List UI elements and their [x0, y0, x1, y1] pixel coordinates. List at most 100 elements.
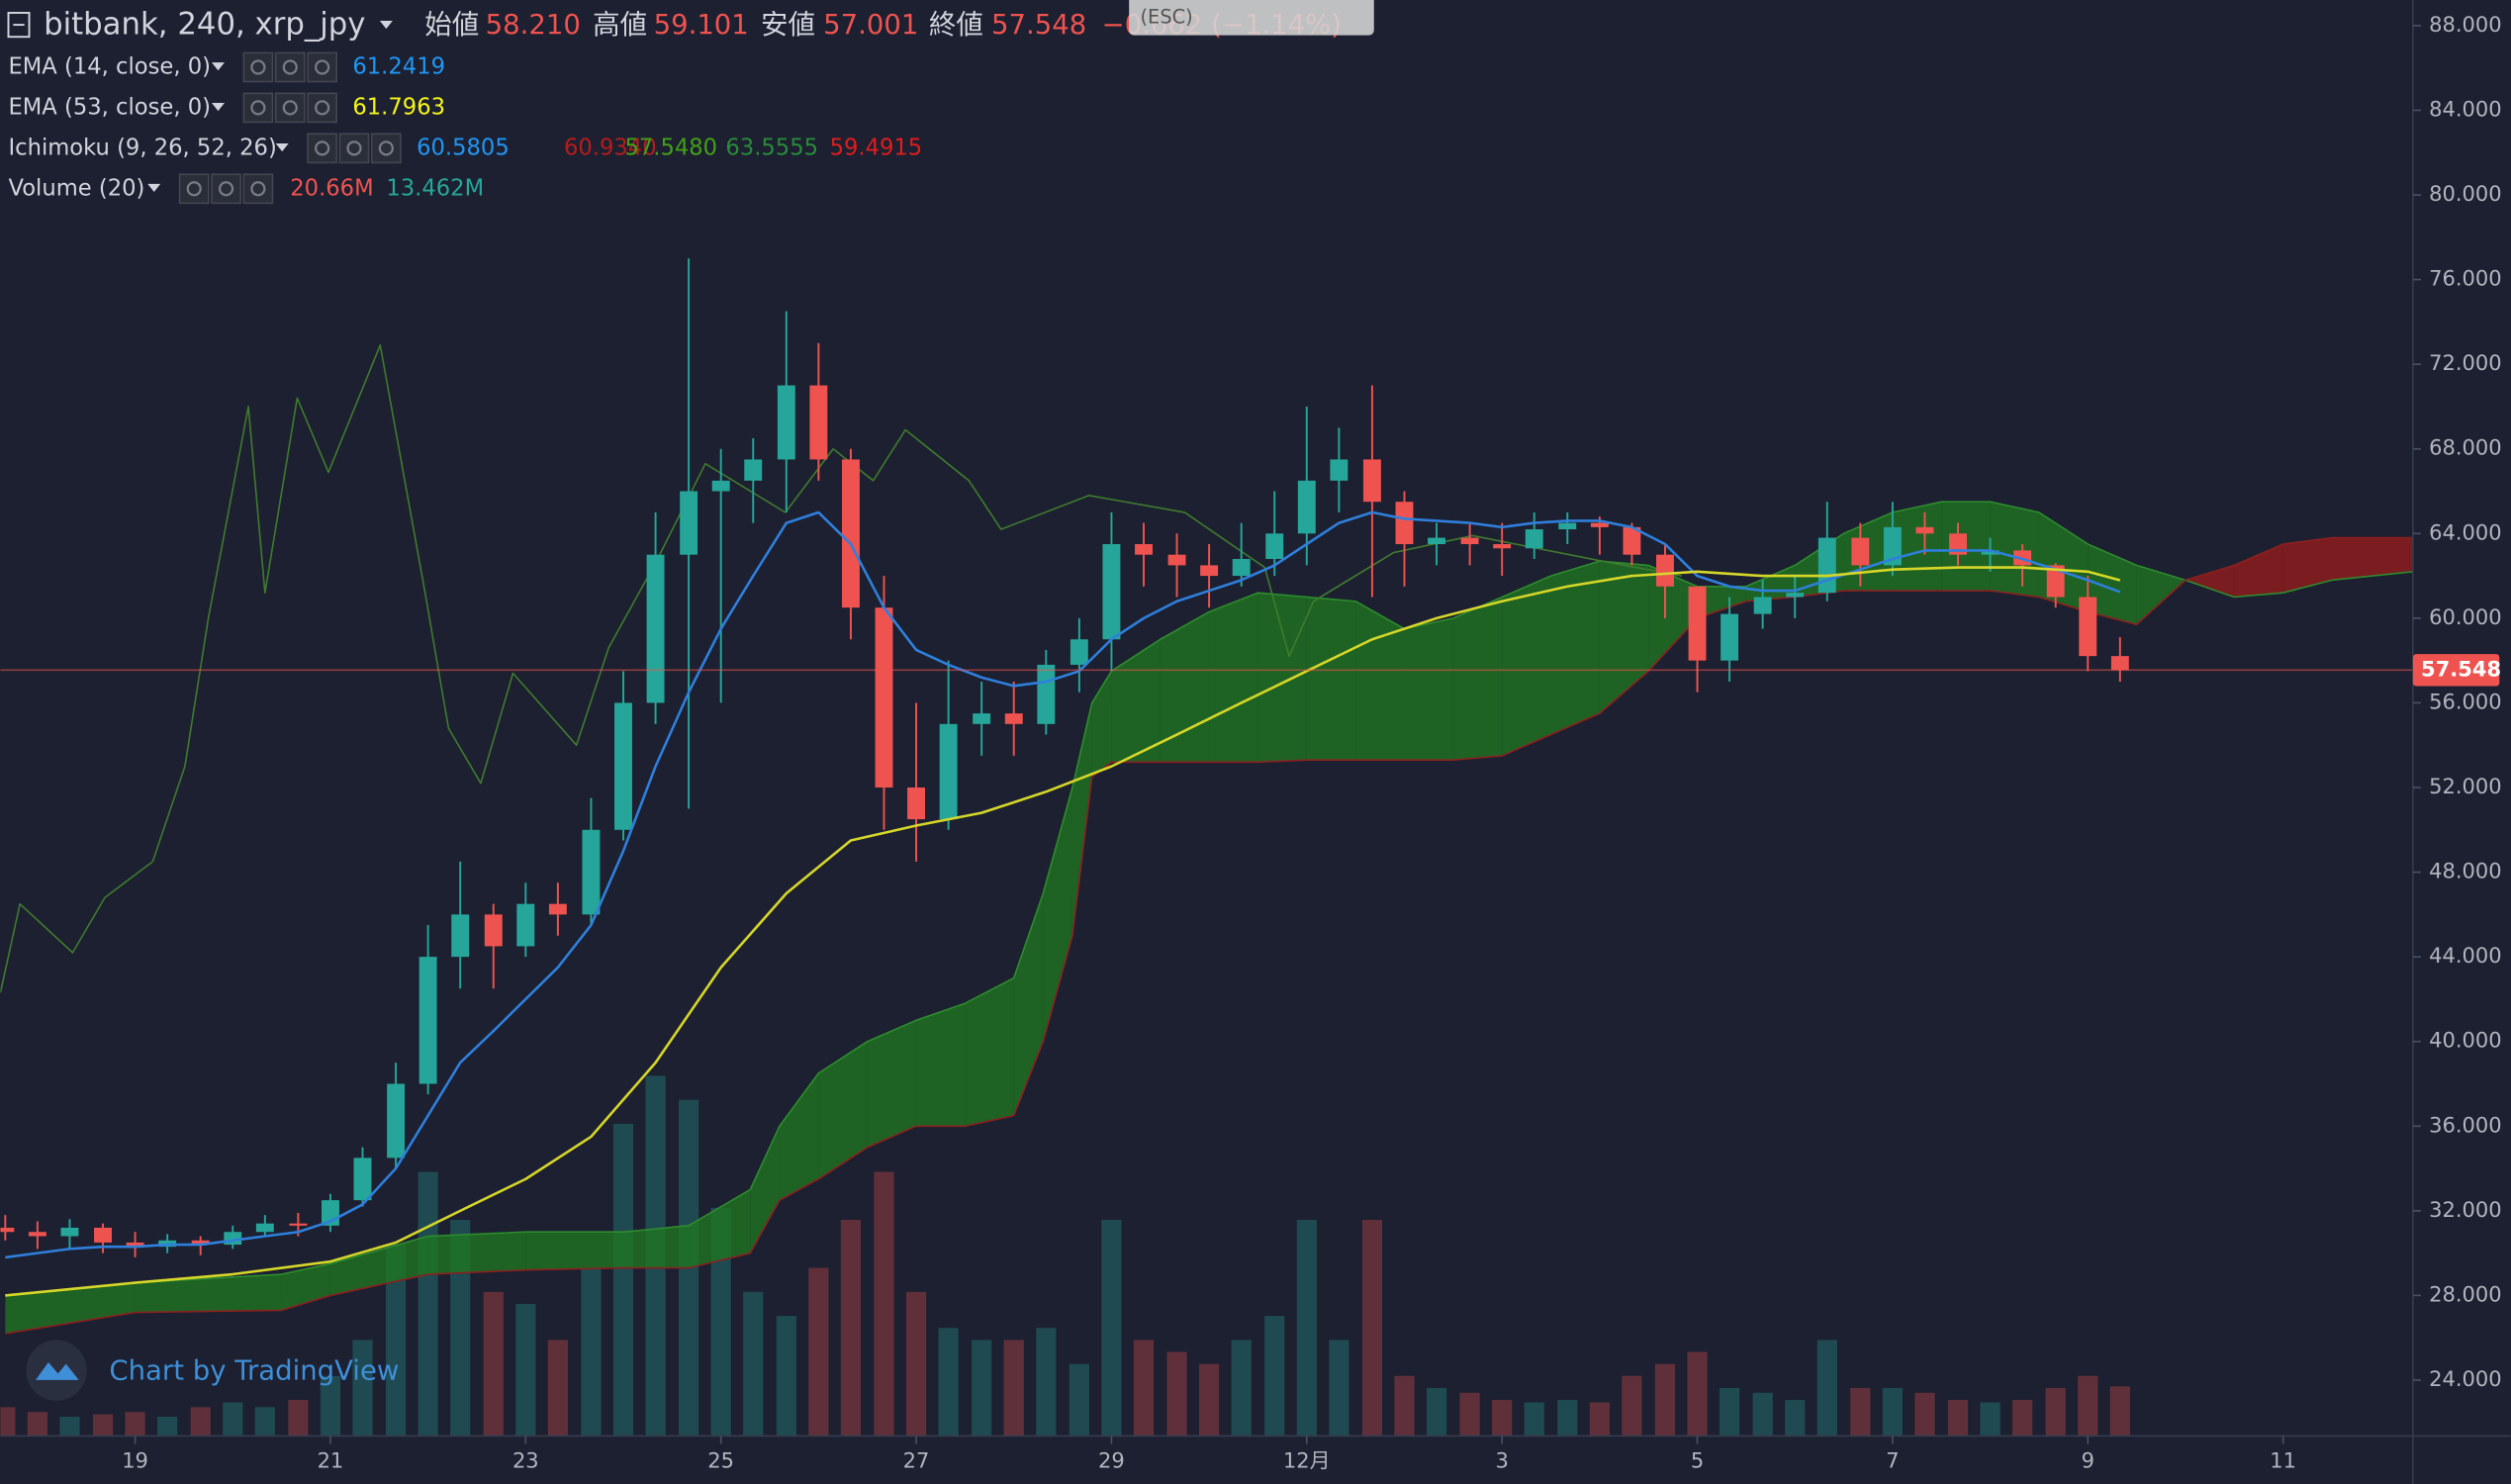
- volume-bar: [905, 1291, 927, 1437]
- indicator-button[interactable]: [307, 51, 338, 83]
- y-tick-label: 28.000: [2429, 1281, 2502, 1306]
- x-tick-label: 19: [122, 1447, 148, 1472]
- cloud-segment: [916, 1003, 966, 1127]
- indicator-button[interactable]: [307, 92, 338, 124]
- volume-bar: [0, 1407, 16, 1437]
- dropdown-arrow[interactable]: [379, 21, 393, 30]
- high-value: 59.101: [654, 9, 749, 41]
- volume-bar: [2045, 1387, 2066, 1437]
- candle-body: [126, 1242, 144, 1248]
- y-tick-label: 76.000: [2429, 266, 2502, 291]
- cloud-segment: [1697, 586, 1746, 618]
- watermark-logo: [26, 1340, 87, 1401]
- indicator-dropdown[interactable]: [211, 62, 225, 71]
- volume-bar: [1785, 1400, 1806, 1437]
- indicator-value: 61.2419: [352, 53, 445, 79]
- volume-bar: [1687, 1351, 1708, 1437]
- volume-bar: [1329, 1340, 1349, 1437]
- volume-bar: [1947, 1400, 1969, 1437]
- volume-bar: [1166, 1351, 1187, 1437]
- candle-body: [1395, 502, 1414, 544]
- volume-bar: [157, 1417, 178, 1437]
- cloud-segment: [427, 1232, 526, 1275]
- indicator-button-glyph: [250, 181, 266, 197]
- candle-body: [614, 702, 632, 830]
- volume-bar: [418, 1171, 438, 1437]
- plot-area: [0, 258, 2413, 1437]
- close-label: 終値: [929, 9, 983, 41]
- indicator-button[interactable]: [274, 92, 306, 124]
- tooltip: [1129, 0, 1374, 36]
- cloud-segment: [2282, 537, 2332, 594]
- cloud-segment: [1404, 617, 1453, 761]
- indicator-button[interactable]: [242, 173, 274, 205]
- volume-bar: [1003, 1340, 1024, 1437]
- volume-bar: [1882, 1387, 1904, 1437]
- candle-body: [1200, 565, 1219, 577]
- indicator-button-glyph: [315, 59, 330, 75]
- x-tick-label: 27: [903, 1447, 930, 1472]
- symbol[interactable]: bitbank, 240, xrp_jpy: [44, 6, 365, 42]
- candle-body: [255, 1223, 274, 1233]
- candle-body: [387, 1083, 406, 1159]
- indicator-label[interactable]: Ichimoku (9, 26, 52, 26): [8, 135, 276, 160]
- volume-bar: [2078, 1375, 2098, 1437]
- cloud-segment: [1071, 702, 1092, 936]
- cloud-segment: [1648, 565, 1698, 672]
- candle-body: [1493, 543, 1512, 549]
- candle-body: [2046, 565, 2065, 598]
- open-label: 始値: [424, 9, 479, 41]
- indicator-label[interactable]: Volume (20): [8, 175, 144, 201]
- volume-bar: [385, 1244, 407, 1437]
- cloud-segment: [623, 1225, 690, 1268]
- y-tick-label: 68.000: [2429, 435, 2502, 460]
- volume-bar: [1101, 1220, 1122, 1437]
- candle-body: [1428, 537, 1446, 544]
- indicator-dropdown[interactable]: [147, 183, 161, 193]
- volume-bar: [1459, 1392, 1480, 1437]
- volume-bar: [547, 1340, 568, 1437]
- watermark-logo-mark: [35, 1362, 79, 1380]
- indicator-button[interactable]: [242, 51, 274, 83]
- y-tick-label: 56.000: [2429, 689, 2502, 713]
- y-tick-label: 72.000: [2429, 350, 2502, 375]
- x-tick-label: 29: [1098, 1447, 1125, 1472]
- volume-bar: [1231, 1340, 1252, 1437]
- x-tick-label: 7: [1886, 1447, 1899, 1472]
- indicator-value: 20.66M: [290, 175, 373, 201]
- x-tick-label: 23: [512, 1447, 539, 1472]
- y-tick-label: 40.000: [2429, 1028, 2502, 1053]
- candle-body: [1362, 459, 1381, 503]
- watermark[interactable]: Chart by TradingView: [26, 1340, 399, 1401]
- indicator-button[interactable]: [338, 133, 370, 164]
- volume-bar: [743, 1291, 764, 1437]
- cloud-segment: [1990, 502, 2039, 598]
- indicator-label[interactable]: EMA (53, close, 0): [8, 94, 211, 120]
- candle-body: [1460, 537, 1479, 544]
- candle-body: [1135, 543, 1153, 555]
- indicator-button-glyph: [282, 59, 298, 75]
- volume-bar: [1524, 1402, 1544, 1437]
- volume-bar: [808, 1267, 829, 1437]
- indicator-button[interactable]: [211, 173, 241, 205]
- low-label: 安値: [761, 9, 815, 41]
- volume-bar: [1980, 1402, 2000, 1437]
- x-tick-label: 3: [1495, 1447, 1508, 1472]
- volume-bar: [1199, 1363, 1220, 1437]
- axes: 24.000 28.000 32.000 36.000 40.000 44.000 48.0…: [122, 12, 2501, 1472]
- candle-body: [516, 903, 535, 947]
- indicator-button[interactable]: [274, 51, 306, 83]
- collapse-icon[interactable]: [7, 11, 31, 39]
- watermark-text[interactable]: Chart by TradingView: [109, 1355, 399, 1387]
- last-price-tag: [2412, 654, 2500, 687]
- indicator-dropdown[interactable]: [211, 103, 225, 112]
- indicator-button[interactable]: [307, 133, 338, 164]
- candle-body: [548, 903, 567, 915]
- indicator-button[interactable]: [178, 173, 210, 205]
- indicator-label[interactable]: EMA (14, close, 0): [8, 53, 211, 79]
- candle-body: [711, 480, 730, 492]
- indicator-button[interactable]: [242, 92, 274, 124]
- indicator-dropdown[interactable]: [275, 142, 289, 152]
- x-tick-label: 21: [318, 1447, 344, 1472]
- indicator-button[interactable]: [370, 133, 402, 164]
